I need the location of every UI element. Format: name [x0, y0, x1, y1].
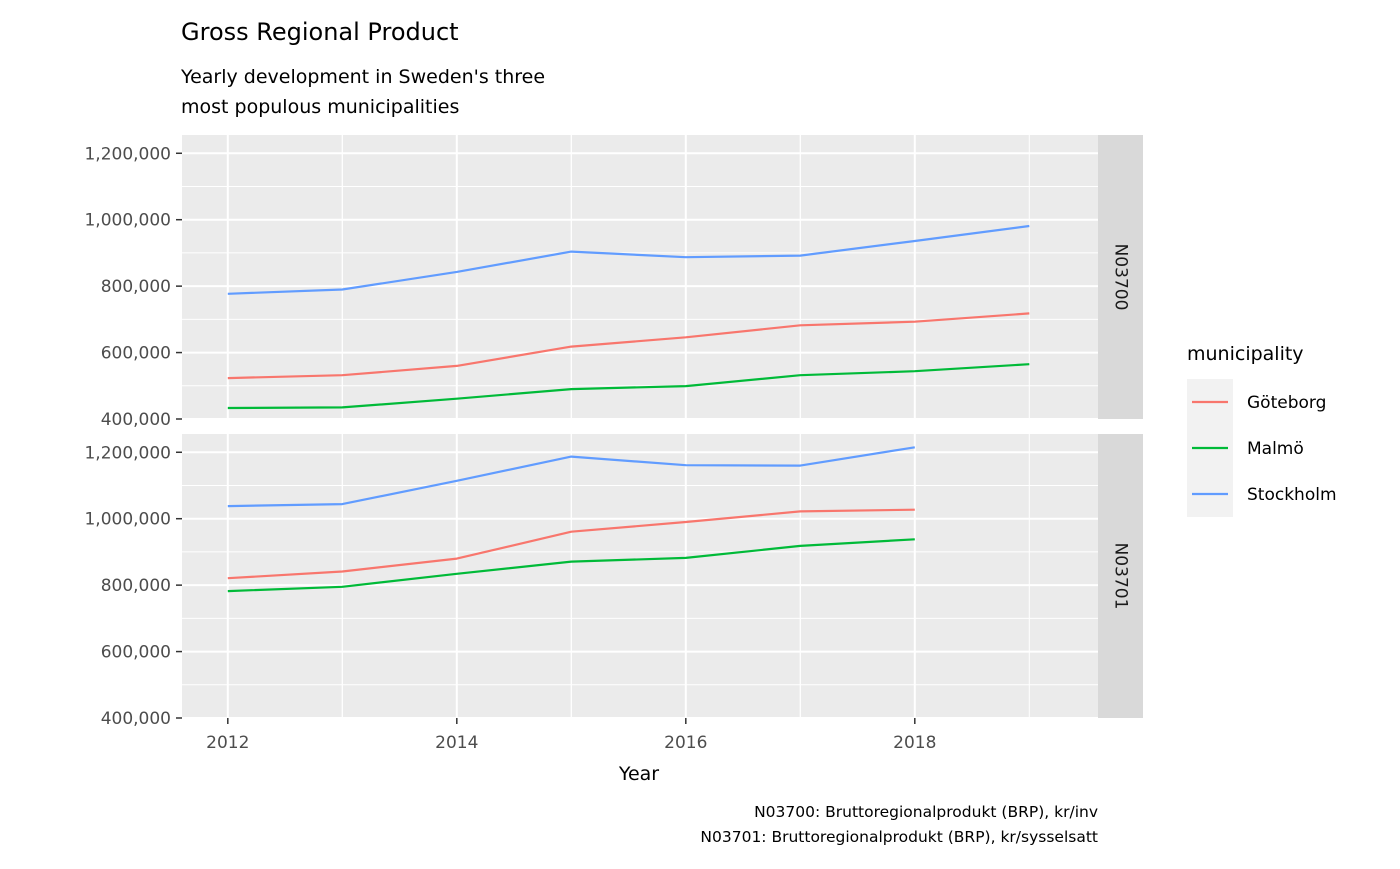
x-tick-label: 2014	[435, 733, 478, 753]
y-tick-label: 1,000,000	[84, 211, 171, 231]
chart-subtitle-line-2: most populous municipalities	[181, 96, 459, 118]
y-tick-label: 1,200,000	[84, 443, 171, 463]
series-line-malmö	[227, 538, 915, 593]
legend-title: municipality	[1187, 343, 1304, 365]
chart-subtitle-line-1: Yearly development in Sweden's three	[180, 66, 545, 88]
facet-strip-label: N03700	[1111, 244, 1131, 311]
panel-N03700: 400,000 600,000 800,000 1,000,000 1,200,000 N…	[84, 135, 1143, 430]
y-tick-label: 800,000	[101, 576, 171, 596]
y-tick-label: 1,200,000	[84, 144, 171, 164]
series-line-malmö	[227, 363, 1030, 410]
y-tick-label: 600,000	[101, 344, 171, 364]
panel-N03701: 400,000 600,000 800,000 1,000,000 1,200,000 N…	[84, 434, 1143, 729]
y-tick-label: 1,000,000	[84, 510, 171, 530]
y-tick-label: 600,000	[101, 643, 171, 663]
panels-layer: 400,000 600,000 800,000 1,000,000 1,200,000 N…	[84, 135, 1143, 729]
y-tick-label: 800,000	[101, 277, 171, 297]
x-tick-label: 2012	[206, 733, 249, 753]
panel-background	[182, 135, 1098, 419]
series-line-stockholm	[227, 224, 1030, 295]
x-axis-title: Year	[618, 763, 659, 785]
series-line-göteborg	[227, 508, 915, 580]
facet-strip	[1098, 434, 1143, 718]
y-tick-label: 400,000	[101, 709, 171, 729]
series-line-stockholm	[227, 446, 915, 508]
legend: municipality Göteborg Malmö Stockholm	[1187, 343, 1337, 517]
facet-strip-label: N03701	[1111, 543, 1131, 610]
caption-line-2: N03701: Bruttoregionalprodukt (BRP), kr/…	[700, 828, 1098, 846]
legend-label: Göteborg	[1247, 393, 1326, 413]
series-line-göteborg	[227, 312, 1030, 380]
y-tick-label: 400,000	[101, 410, 171, 430]
caption-line-1: N03700: Bruttoregionalprodukt (BRP), kr/…	[754, 803, 1098, 821]
x-tick-label: 2016	[664, 733, 707, 753]
panel-background	[182, 434, 1098, 718]
x-axis: 2012 2014 2016 2018	[206, 718, 936, 753]
facet-strip	[1098, 135, 1143, 419]
legend-label: Malmö	[1247, 439, 1304, 459]
x-tick-label: 2018	[893, 733, 936, 753]
chart-title: Gross Regional Product	[181, 18, 459, 46]
legend-label: Stockholm	[1247, 485, 1337, 505]
